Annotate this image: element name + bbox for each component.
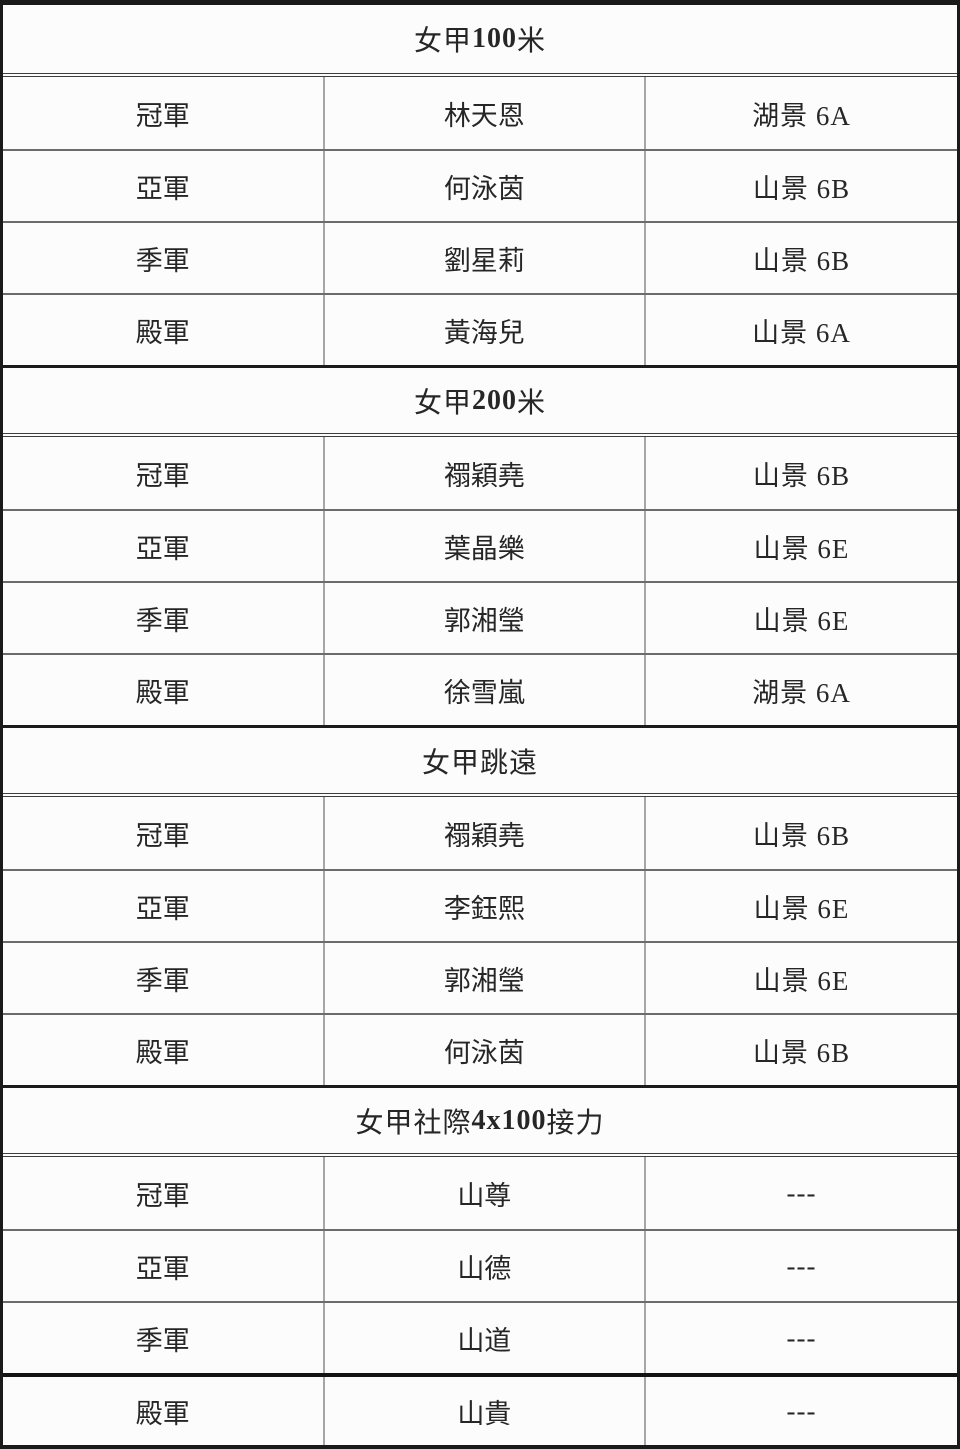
class-cell: 山景 6B [644,151,957,221]
class-cell: 山景 6E [644,583,957,653]
rank-cell: 季軍 [135,605,190,636]
result-row: 亞軍 葉晶樂 山景 6E [3,509,957,581]
rank-cell: 殿軍 [135,677,190,708]
name-cell: 郭湘瑩 [322,943,644,1013]
rank-cell: 季軍 [135,965,190,996]
class-cell: 湖景 6A [644,655,957,725]
name-cell: 葉晶樂 [322,511,644,581]
class-cell: 山景 6E [644,871,957,941]
result-row: 殿軍 黃海兒 山景 6A [3,293,957,365]
rank-cell: 殿軍 [135,317,190,348]
name-cell: 徐雪嵐 [322,655,644,725]
class-cell: 山景 6B [644,223,957,293]
rank-cell: 亞軍 [135,1253,190,1284]
section-title-text: 女甲跳遠 [421,747,538,779]
section-header: 女甲 100 米 [3,5,957,77]
section-title-text: 女甲社際 [355,1107,472,1139]
name-cell: 劉星莉 [322,223,644,293]
name-cell: 禤穎堯 [322,797,644,869]
rank-cell: 亞軍 [135,533,190,564]
result-row: 殿軍 徐雪嵐 湖景 6A [3,653,957,725]
result-row: 季軍 郭湘瑩 山景 6E [3,941,957,1013]
section-header: 女甲跳遠 [3,725,957,797]
rank-cell: 亞軍 [135,173,190,204]
name-cell: 李鈺熙 [322,871,644,941]
class-cell: 山景 6E [644,943,957,1013]
rank-cell: 冠軍 [135,100,190,131]
result-row: 冠軍 林天恩 湖景 6A [3,77,957,149]
class-cell: 湖景 6A [644,77,957,149]
rank-cell: 冠軍 [135,1180,190,1211]
rank-cell: 冠軍 [135,820,190,851]
name-cell: 林天恩 [322,77,644,149]
rank-cell: 亞軍 [135,893,190,924]
section-title-suffix: 米 [517,26,547,57]
section-header: 女甲 200 米 [3,365,957,437]
result-row: 冠軍 禤穎堯 山景 6B [3,797,957,869]
rank-cell: 殿軍 [135,1037,190,1068]
result-row: 亞軍 山德 --- [3,1229,957,1301]
class-cell: --- [644,1303,957,1373]
section-title-suffix: 米 [517,387,547,419]
name-cell: 禤穎堯 [322,437,644,509]
result-row: 亞軍 李鈺熙 山景 6E [3,869,957,941]
name-cell: 何泳茵 [322,1015,644,1085]
name-cell: 山德 [322,1231,644,1301]
section-title-text: 女甲 [413,387,472,419]
section-title-suffix: 接力 [546,1107,605,1139]
rank-cell: 冠軍 [135,460,190,491]
result-row: 殿軍 山貴 --- [3,1373,957,1445]
name-cell: 山尊 [322,1157,644,1229]
result-row: 季軍 劉星莉 山景 6B [3,221,957,293]
rank-cell: 季軍 [135,1325,190,1356]
name-cell: 郭湘瑩 [322,583,644,653]
class-cell: --- [644,1231,957,1301]
class-cell: 山景 6A [644,295,957,365]
name-cell: 山貴 [322,1377,644,1445]
result-row: 冠軍 禤穎堯 山景 6B [3,437,957,509]
result-row: 季軍 郭湘瑩 山景 6E [3,581,957,653]
rank-cell: 季軍 [135,245,190,276]
name-cell: 黃海兒 [322,295,644,365]
rank-cell: 殿軍 [135,1398,190,1429]
class-cell: 山景 6E [644,511,957,581]
section-title-number: 4x100 [471,1104,547,1136]
result-row: 亞軍 何泳茵 山景 6B [3,149,957,221]
class-cell: 山景 6B [644,797,957,869]
name-cell: 山道 [322,1303,644,1373]
class-cell: 山景 6B [644,1015,957,1085]
section-title-text: 女甲 [413,26,472,57]
class-cell: --- [644,1157,957,1229]
section-title-number: 200 [472,384,517,416]
section-title-number: 100 [472,23,517,54]
class-cell: 山景 6B [644,437,957,509]
section-header: 女甲社際 4x100 接力 [3,1085,957,1157]
class-cell: --- [644,1377,957,1445]
result-row: 殿軍 何泳茵 山景 6B [3,1013,957,1085]
name-cell: 何泳茵 [322,151,644,221]
result-row: 冠軍 山尊 --- [3,1157,957,1229]
result-row: 季軍 山道 --- [3,1301,957,1373]
